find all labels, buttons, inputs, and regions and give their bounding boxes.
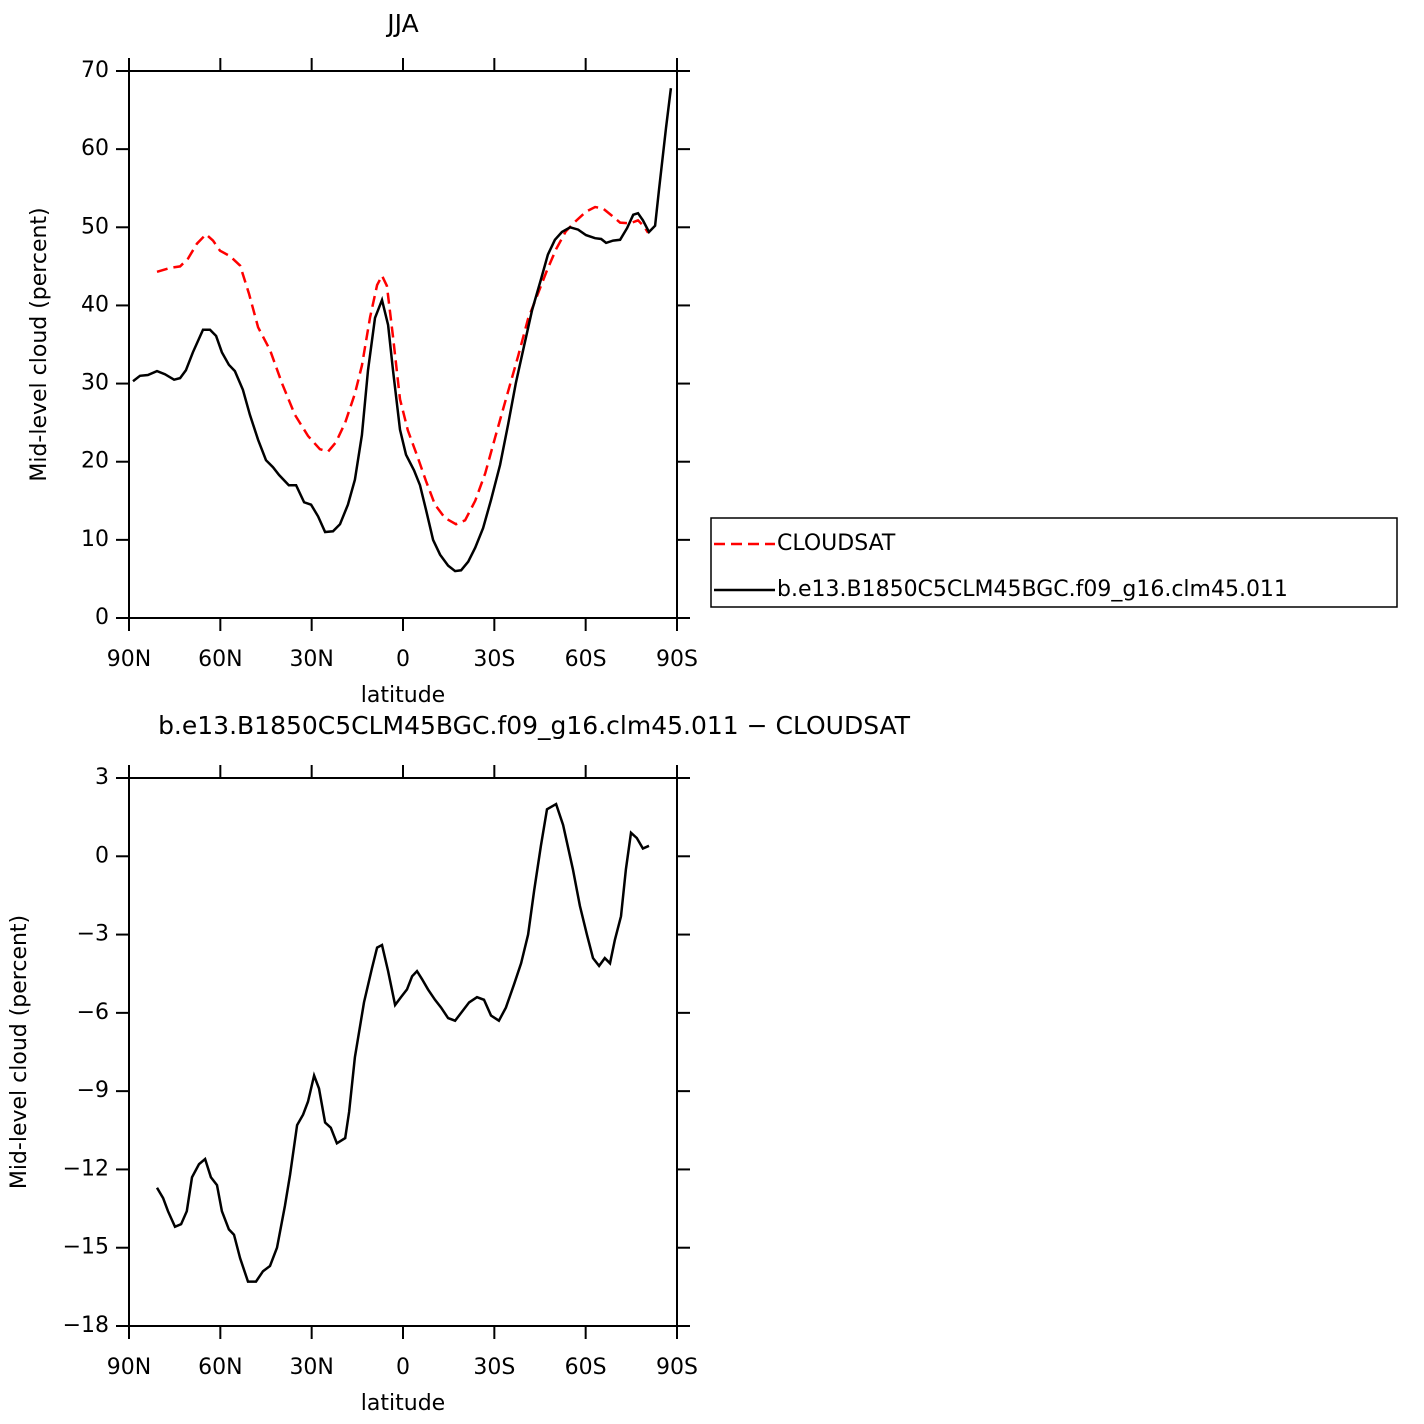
chart-title: JJA xyxy=(385,9,418,38)
plot-frame xyxy=(128,777,678,1327)
y-axis-label: Mid-level cloud (percent) xyxy=(7,915,32,1189)
x-tick-label: 30N xyxy=(289,647,333,672)
data-line xyxy=(156,205,650,526)
x-tick-label: 60N xyxy=(198,1355,242,1380)
x-tick-label: 90S xyxy=(656,647,698,672)
x-axis-label: latitude xyxy=(361,1391,445,1416)
y-tick-label: 10 xyxy=(81,527,109,552)
y-tick-label: 20 xyxy=(81,449,109,474)
legend-label: CLOUDSAT xyxy=(777,531,896,556)
data-line xyxy=(155,802,650,1283)
x-tick-label: 90N xyxy=(107,647,151,672)
y-tick-label: −15 xyxy=(63,1235,109,1260)
x-tick-label: 30S xyxy=(473,647,515,672)
x-tick-label: 90N xyxy=(107,1355,151,1380)
x-tick-label: 30N xyxy=(289,1355,333,1380)
y-tick-label: 0 xyxy=(95,843,109,868)
data-line xyxy=(132,88,673,573)
y-tick-label: 60 xyxy=(81,136,109,161)
x-axis-label: latitude xyxy=(361,683,445,708)
y-axis-label: Mid-level cloud (percent) xyxy=(27,207,52,481)
y-tick-label: 70 xyxy=(81,58,109,83)
y-tick-label: 50 xyxy=(81,214,109,239)
x-tick-label: 30S xyxy=(473,1355,515,1380)
y-tick-label: −9 xyxy=(77,1078,109,1103)
x-tick-label: 60S xyxy=(565,1355,607,1380)
y-tick-label: −6 xyxy=(77,1000,109,1025)
x-tick-label: 90S xyxy=(656,1355,698,1380)
legend-label: b.e13.B1850C5CLM45BGC.f09_g16.clm45.011 xyxy=(777,577,1288,602)
y-tick-label: 30 xyxy=(81,371,109,396)
y-tick-label: −18 xyxy=(63,1313,109,1338)
y-tick-label: 40 xyxy=(81,292,109,317)
legend-box xyxy=(710,517,1398,608)
y-tick-label: −3 xyxy=(77,922,109,947)
x-tick-label: 60N xyxy=(198,647,242,672)
plot-frame xyxy=(128,70,678,619)
x-tick-label: 60S xyxy=(565,647,607,672)
y-tick-label: −12 xyxy=(63,1156,109,1181)
x-tick-label: 0 xyxy=(396,647,410,672)
y-tick-label: 0 xyxy=(95,605,109,630)
y-tick-label: 3 xyxy=(95,765,109,790)
chart-title: b.e13.B1850C5CLM45BGC.f09_g16.clm45.011 … xyxy=(158,711,911,740)
x-tick-label: 0 xyxy=(396,1355,410,1380)
